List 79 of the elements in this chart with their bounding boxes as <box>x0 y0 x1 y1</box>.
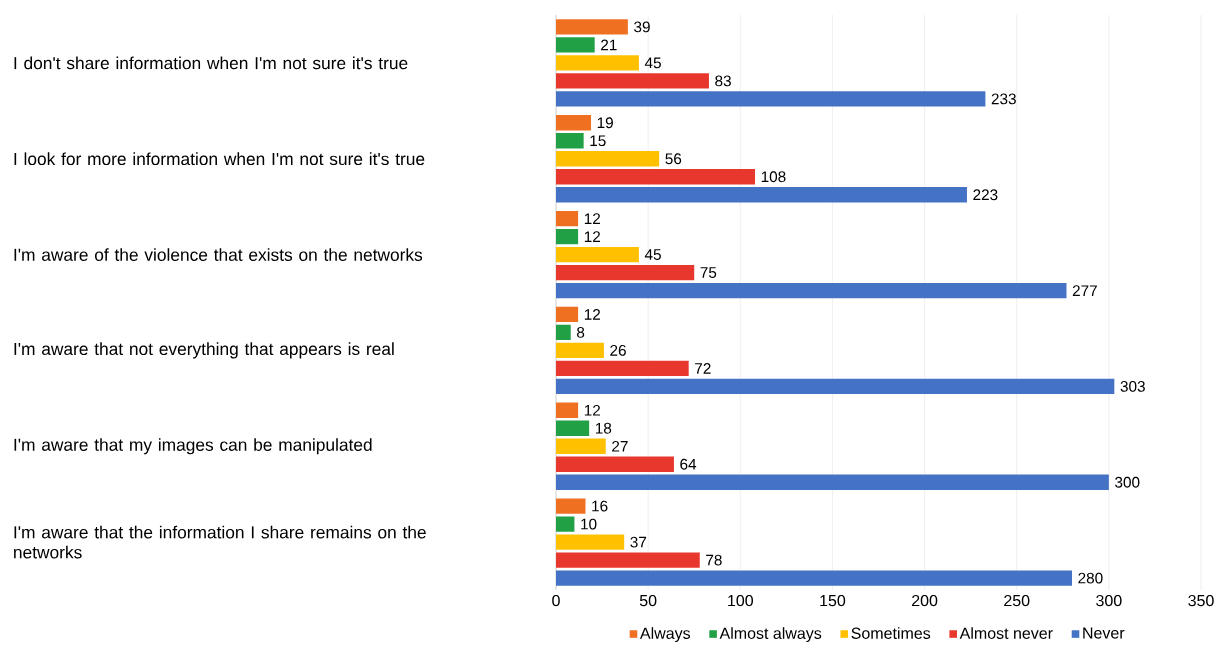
bar <box>556 402 579 418</box>
data-label: 8 <box>577 326 585 338</box>
legend-label: Sometimes <box>851 627 931 639</box>
data-label: 15 <box>590 135 606 147</box>
bar <box>556 115 592 131</box>
y-tick-label: I'm aware that my images can be manipulated <box>14 438 372 455</box>
y-tick-label: I'm aware that the information I share remains on the networks <box>14 525 426 559</box>
data-label: 27 <box>612 440 628 452</box>
x-tick-label: 100 <box>728 594 754 607</box>
bar <box>556 474 1109 490</box>
data-label: 303 <box>1120 380 1145 392</box>
data-label: 12 <box>584 213 600 224</box>
data-label: 26 <box>610 344 626 356</box>
x-tick-label: 300 <box>1096 594 1122 607</box>
bar <box>556 498 586 514</box>
data-label: 16 <box>592 500 608 512</box>
data-label: 300 <box>1115 476 1140 488</box>
bar <box>556 19 628 35</box>
legend-label: Almost never <box>959 627 1053 639</box>
data-label: 223 <box>973 189 998 201</box>
bar <box>556 378 1115 395</box>
bar <box>556 456 674 472</box>
x-tick-label: 250 <box>1004 594 1030 607</box>
bar <box>556 55 639 71</box>
y-tick-label: I look for more information when I'm not sure it's true <box>14 152 425 166</box>
data-label: 277 <box>1072 285 1097 296</box>
bar <box>556 169 756 185</box>
data-label: 108 <box>761 171 786 183</box>
data-label: 12 <box>584 309 600 320</box>
bar <box>556 360 689 377</box>
data-label: 19 <box>597 117 613 129</box>
bar <box>556 420 590 436</box>
bar <box>556 534 625 550</box>
x-tick-label: 50 <box>639 594 657 607</box>
bar <box>556 151 660 167</box>
bar <box>556 264 695 281</box>
bar <box>556 228 579 245</box>
data-label: 12 <box>584 404 600 416</box>
data-label: 45 <box>644 57 661 69</box>
bar <box>556 306 579 323</box>
data-label: 37 <box>630 536 647 548</box>
x-tick-label: 200 <box>912 594 938 607</box>
data-label: 280 <box>1078 572 1103 584</box>
data-label: 64 <box>680 458 697 470</box>
bar <box>556 187 967 203</box>
bar <box>556 282 1067 299</box>
bar <box>556 552 700 568</box>
data-label: 78 <box>706 554 722 566</box>
bar <box>556 91 986 107</box>
data-label: 39 <box>634 21 650 33</box>
data-label: 10 <box>581 518 597 530</box>
bar <box>556 438 606 454</box>
data-label: 21 <box>601 39 617 51</box>
bar <box>556 246 639 263</box>
data-label: 45 <box>644 249 661 260</box>
bar <box>556 324 571 341</box>
data-label: 72 <box>695 363 711 374</box>
x-tick-label: 150 <box>820 594 846 607</box>
data-label: 233 <box>991 93 1016 105</box>
data-label: 18 <box>595 422 612 434</box>
y-tick-label: I don't share information when I'm not sure it's true <box>14 56 408 70</box>
bar <box>556 570 1073 586</box>
bar <box>556 133 584 149</box>
y-tick-label: I'm aware of the violence that exists on the networks <box>14 248 423 261</box>
bar <box>556 37 595 53</box>
data-label: 75 <box>700 267 717 278</box>
bar <box>556 516 575 532</box>
legend-label: Never <box>1083 627 1125 639</box>
legend-label: Always <box>639 627 691 643</box>
bar <box>556 73 709 89</box>
x-tick-label: 0 <box>552 594 560 607</box>
y-tick-label: I'm aware that not everything that appears is real <box>14 342 394 359</box>
data-label: 12 <box>584 231 600 242</box>
bar <box>556 342 604 359</box>
x-tick-label: 350 <box>1188 594 1214 607</box>
data-label: 83 <box>715 75 731 87</box>
legend-label: Almost always <box>719 627 822 643</box>
data-label: 56 <box>665 153 682 165</box>
bar <box>556 210 579 227</box>
